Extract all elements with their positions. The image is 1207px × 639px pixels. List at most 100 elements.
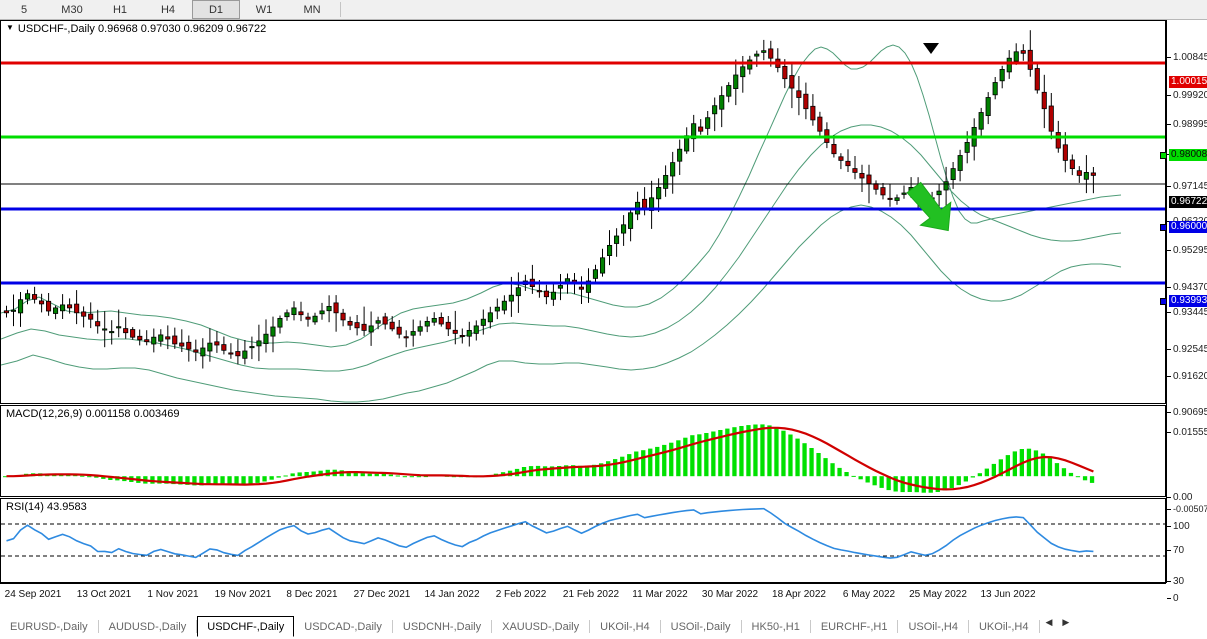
- time-label: 2 Feb 2022: [495, 589, 547, 600]
- macd-bar: [283, 475, 288, 477]
- tab-ukoil-h4-2[interactable]: UKOil-,H4: [978, 620, 1029, 633]
- macd-bar: [704, 433, 709, 477]
- macd-bar: [641, 450, 646, 477]
- tab-xauusd-daily[interactable]: XAUUSD-,Daily: [502, 620, 580, 633]
- macd-bar: [542, 466, 548, 477]
- macd-bar: [1068, 472, 1074, 477]
- macd-bar: [557, 466, 562, 477]
- macd-bar: [809, 448, 814, 477]
- level-handle-green[interactable]: [1160, 152, 1167, 159]
- macd-bar: [374, 473, 379, 477]
- timeframe-h4[interactable]: H4: [160, 3, 176, 16]
- timeframe-h1[interactable]: H1: [112, 3, 128, 16]
- macd-bar: [592, 464, 597, 477]
- tab-usdcad-daily[interactable]: USDCAD-,Daily: [304, 620, 382, 633]
- timeframe-m30[interactable]: M30: [61, 3, 83, 16]
- macd-bar: [802, 443, 807, 477]
- rsi-tick: 100: [1167, 521, 1190, 532]
- macd-bar: [388, 474, 393, 477]
- collapse-triangle-icon[interactable]: ▼: [6, 23, 14, 32]
- level-handle-support-1[interactable]: [1160, 224, 1167, 231]
- tab-next-icon[interactable]: ▶: [1062, 617, 1070, 627]
- timeframe-d1[interactable]: D1: [192, 0, 240, 19]
- timeframe-w1[interactable]: W1: [255, 3, 273, 16]
- macd-bar: [241, 476, 246, 485]
- macd-bar: [718, 430, 723, 477]
- macd-bar: [697, 434, 702, 477]
- macd-bar: [1082, 476, 1088, 481]
- tab-usoil-daily[interactable]: USOil-,Daily: [670, 620, 731, 633]
- time-label: 13 Jun 2022: [980, 589, 1036, 600]
- macd-bar: [108, 476, 113, 480]
- macd-pane[interactable]: MACD(12,26,9) 0.001158 0.003469: [0, 405, 1166, 497]
- macd-bar: [1061, 468, 1067, 477]
- price-tick: 0.94370: [1167, 282, 1207, 293]
- toolbar-separator: [340, 2, 341, 17]
- tab-prev-icon[interactable]: ◀: [1045, 617, 1053, 627]
- macd-bar: [381, 473, 386, 477]
- tab-eurusd-daily[interactable]: EURUSD-,Daily: [10, 620, 88, 633]
- tab-hk50-h1[interactable]: HK50-,H1: [751, 620, 800, 633]
- tab-usdchf-daily[interactable]: USDCHF-,Daily: [197, 616, 295, 637]
- tab-usoil-h4[interactable]: USOil-,H4: [908, 620, 958, 633]
- price-tick: 0.95295: [1167, 245, 1207, 256]
- price-badge-support-2[interactable]: 0.93993: [1169, 295, 1207, 307]
- price-tick: 0.98995: [1167, 119, 1207, 130]
- price-tick: 0.97145: [1167, 181, 1207, 192]
- macd-bar: [1089, 476, 1095, 483]
- level-handle-support-2[interactable]: [1160, 298, 1167, 305]
- macd-bar: [1054, 463, 1060, 477]
- price-badge-level[interactable]: 0.98008: [1169, 149, 1207, 161]
- price-badge-support-1[interactable]: 0.96000: [1169, 221, 1207, 233]
- macd-bar: [921, 476, 926, 493]
- macd-bar: [970, 476, 975, 478]
- bollinger-upper: [1, 44, 1122, 348]
- price-badge-resistance[interactable]: 1.00015: [1169, 76, 1207, 88]
- time-label: 30 Mar 2022: [701, 589, 759, 600]
- price-badge-current[interactable]: 0.96722: [1169, 196, 1207, 208]
- timeframe-mn[interactable]: MN: [303, 3, 321, 16]
- tab-eurchf-h1[interactable]: EURCHF-,H1: [820, 620, 888, 633]
- macd-bar: [395, 475, 400, 477]
- price-plot: [1, 30, 1165, 403]
- time-label: 1 Nov 2021: [147, 589, 199, 600]
- macd-bar: [297, 472, 302, 477]
- macd-bar: [865, 476, 870, 483]
- rsi-pane-label: RSI(14) 43.9583: [6, 501, 87, 513]
- macd-bar: [416, 476, 421, 478]
- macd-bar: [690, 435, 695, 477]
- tab-usdcnh-daily[interactable]: USDCNH-,Daily: [402, 620, 482, 633]
- macd-histogram: [3, 424, 1095, 493]
- price-pane[interactable]: ▼ USDCHF-,Daily 0.96968 0.97030 0.96209 0…: [0, 20, 1166, 404]
- time-label: 19 Nov 2021: [214, 589, 272, 600]
- macd-bar: [725, 428, 730, 477]
- macd-bar: [409, 476, 414, 478]
- macd-bar: [683, 437, 688, 477]
- tab-audusd-daily[interactable]: AUDUSD-,Daily: [108, 620, 187, 633]
- macd-bar: [774, 427, 779, 477]
- macd-bar: [290, 473, 295, 477]
- macd-bar: [353, 472, 358, 477]
- macd-plot: [3, 424, 1095, 493]
- rsi-tick: 30: [1167, 576, 1184, 587]
- timeframe-toolbar: 5 M30 H1 H4 D1 W1 MN: [0, 0, 1207, 20]
- tab-ukoil-h4[interactable]: UKOil-,H4: [600, 620, 650, 633]
- macd-bar: [150, 476, 155, 484]
- time-axis: 24 Sep 2021 13 Oct 2021 1 Nov 2021 19 No…: [0, 583, 1166, 608]
- rsi-tick: 70: [1167, 545, 1184, 556]
- macd-bar: [613, 459, 618, 477]
- macd-bar: [571, 465, 576, 477]
- macd-bar: [599, 463, 604, 477]
- macd-bar: [185, 476, 190, 485]
- bearish-arrow-annotation[interactable]: [900, 175, 963, 242]
- macd-bar: [248, 476, 253, 484]
- tab-separator: [97, 620, 99, 633]
- rsi-pane[interactable]: RSI(14) 43.9583: [0, 498, 1166, 583]
- macd-bar: [669, 442, 674, 477]
- macd-bar: [781, 430, 786, 477]
- macd-bar: [1040, 453, 1046, 477]
- tab-separator: [740, 620, 742, 633]
- timeframe-m5[interactable]: 5: [20, 3, 28, 16]
- price-tick: 0.99920: [1167, 90, 1207, 101]
- price-scale[interactable]: 1.00845 0.99920 0.98995 0.98070 0.97145 …: [1160, 20, 1207, 604]
